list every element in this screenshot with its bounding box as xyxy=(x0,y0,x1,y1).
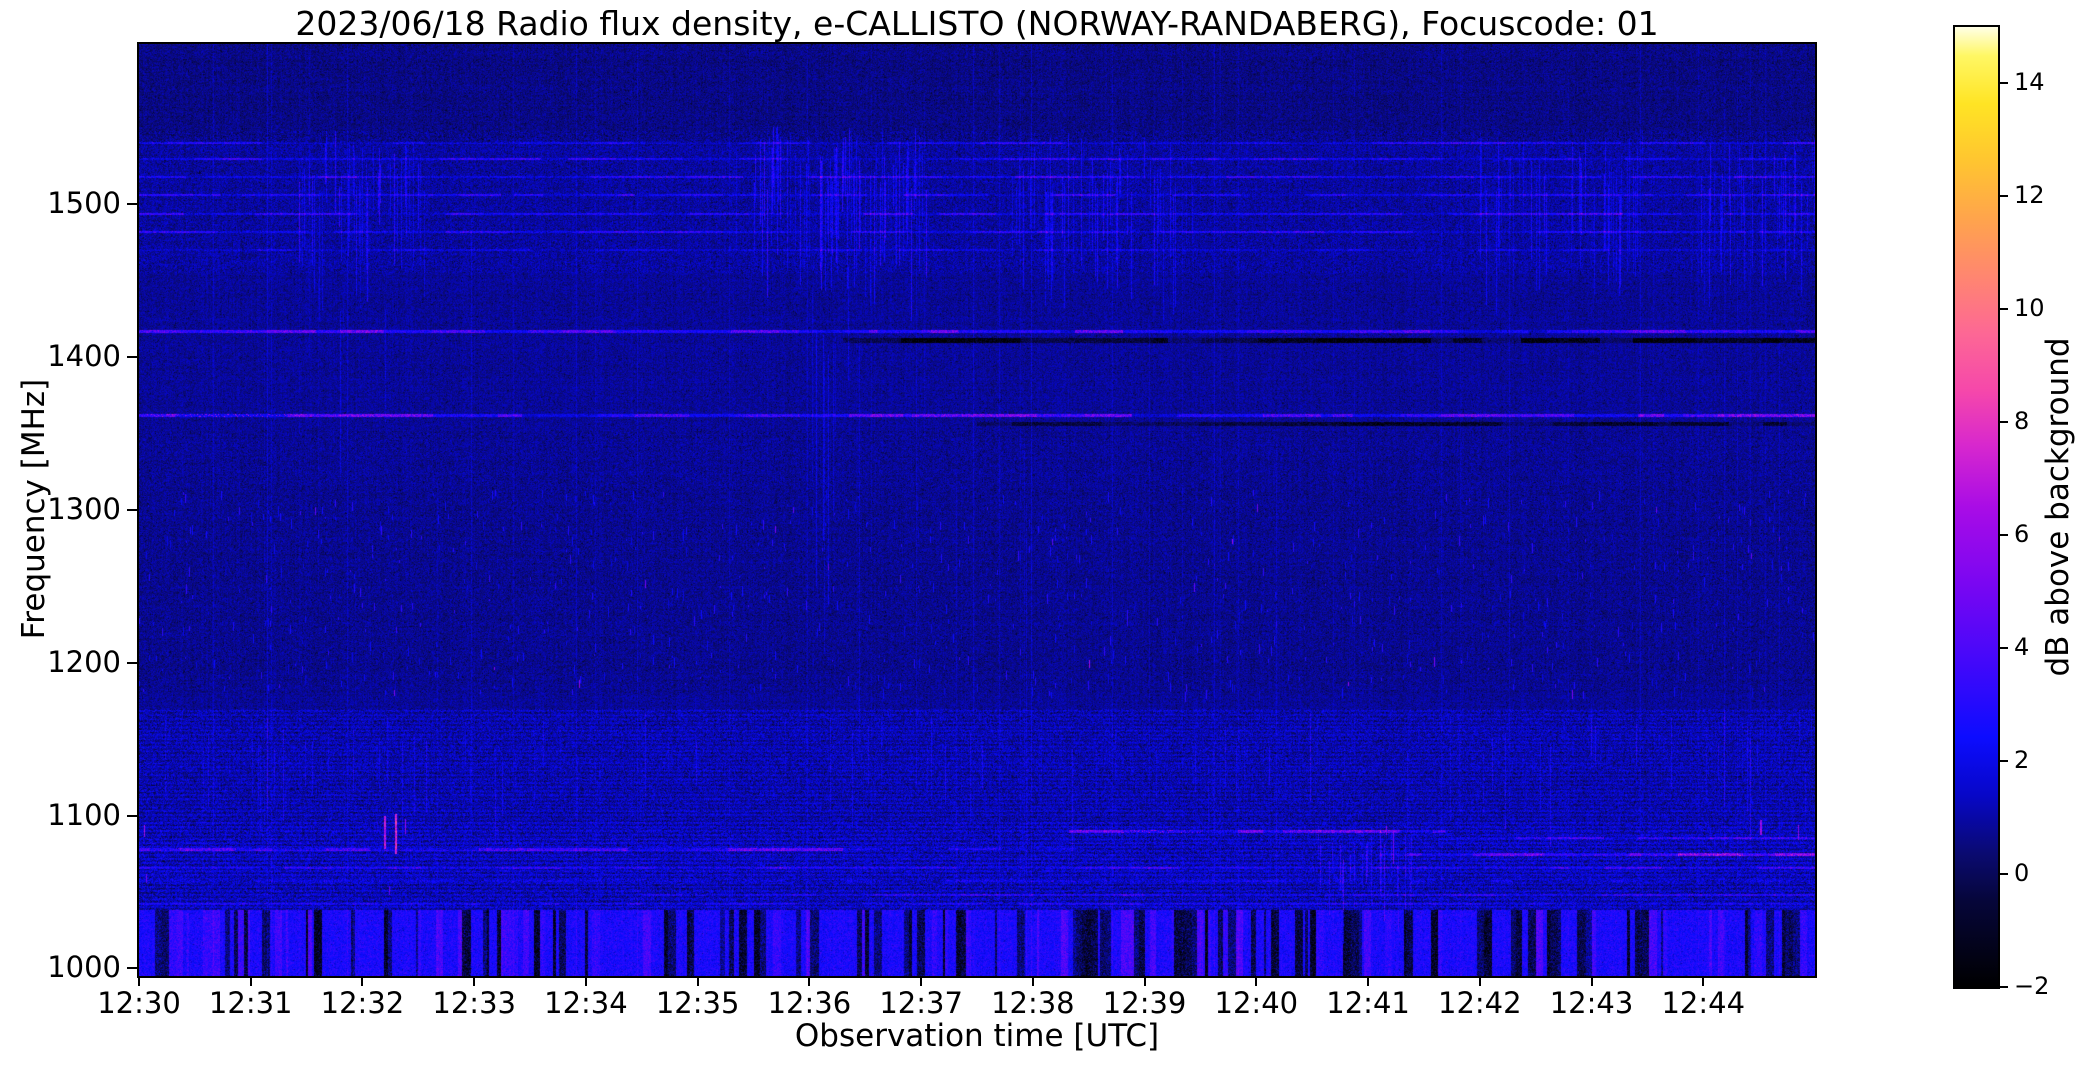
colorbar-tick-label: 10 xyxy=(2014,294,2045,323)
y-tick-mark xyxy=(127,203,137,206)
x-tick-label: 12:44 xyxy=(1661,986,1746,1020)
x-tick-label: 12:38 xyxy=(991,986,1075,1020)
y-axis-label: Frequency [MHz] xyxy=(16,378,52,640)
x-tick-mark xyxy=(808,976,811,986)
x-tick-mark xyxy=(361,976,364,986)
x-tick-label: 12:36 xyxy=(767,986,852,1020)
y-tick-label: 1100 xyxy=(47,797,121,832)
y-tick-label: 1400 xyxy=(47,339,121,374)
colorbar xyxy=(1953,25,2000,989)
spectrogram-canvas xyxy=(139,44,1815,976)
figure-title: 2023/06/18 Radio flux density, e-CALLIST… xyxy=(295,4,1659,43)
x-tick-label: 12:40 xyxy=(1214,986,1299,1020)
colorbar-gradient xyxy=(1955,27,1998,987)
y-tick-mark xyxy=(127,661,137,664)
colorbar-tick-mark xyxy=(2000,760,2008,763)
x-tick-label: 12:37 xyxy=(879,986,963,1020)
y-tick-label: 1300 xyxy=(47,492,121,526)
x-tick-mark xyxy=(1478,976,1481,986)
colorbar-tick-mark xyxy=(2000,195,2008,198)
x-tick-mark xyxy=(1143,976,1146,986)
x-tick-mark xyxy=(1031,976,1034,986)
colorbar-tick-label: −2 xyxy=(2014,972,2050,1000)
plot-area xyxy=(137,42,1817,978)
x-tick-label: 12:32 xyxy=(320,986,405,1020)
x-tick-mark xyxy=(696,976,699,986)
colorbar-tick-mark xyxy=(2000,82,2008,85)
x-tick-mark xyxy=(473,976,476,986)
colorbar-tick-label: 8 xyxy=(2014,407,2030,436)
x-tick-label: 12:41 xyxy=(1326,986,1410,1020)
y-tick-mark xyxy=(127,509,137,511)
colorbar-tick-label: 14 xyxy=(2014,68,2045,97)
y-tick-label: 1500 xyxy=(47,186,121,221)
colorbar-tick-label: 12 xyxy=(2014,181,2045,210)
x-tick-mark xyxy=(249,976,252,986)
x-tick-mark xyxy=(138,976,140,986)
x-tick-label: 12:35 xyxy=(655,986,740,1020)
y-tick-label: 1000 xyxy=(47,950,121,985)
colorbar-tick-mark xyxy=(2000,873,2008,876)
colorbar-tick-mark xyxy=(2000,308,2008,311)
colorbar-tick-label: 6 xyxy=(2014,520,2030,549)
x-tick-mark xyxy=(584,976,587,986)
colorbar-tick-label: 2 xyxy=(2014,746,2030,775)
x-tick-mark xyxy=(920,976,923,986)
x-tick-mark xyxy=(1367,976,1370,986)
x-tick-mark xyxy=(1255,976,1258,986)
y-tick-label: 1200 xyxy=(47,644,121,679)
x-tick-label: 12:43 xyxy=(1549,986,1634,1020)
colorbar-tick-mark xyxy=(2000,647,2008,650)
x-axis-label: Observation time [UTC] xyxy=(794,1018,1160,1054)
colorbar-label: dB above background xyxy=(2040,337,2076,677)
colorbar-tick-mark xyxy=(2000,421,2008,424)
colorbar-tick-label: 0 xyxy=(2014,859,2030,888)
x-tick-label: 12:31 xyxy=(208,986,293,1020)
x-tick-label: 12:39 xyxy=(1102,986,1187,1020)
y-tick-mark xyxy=(127,356,137,359)
x-tick-label: 12:42 xyxy=(1438,986,1522,1020)
y-tick-mark xyxy=(127,967,137,970)
x-tick-mark xyxy=(1702,976,1705,986)
colorbar-tick-mark xyxy=(2000,986,2008,988)
colorbar-tick-label: 4 xyxy=(2014,633,2030,662)
x-tick-mark xyxy=(1590,976,1593,986)
y-tick-mark xyxy=(127,814,137,817)
x-tick-label: 12:34 xyxy=(544,986,628,1020)
colorbar-tick-mark xyxy=(2000,534,2008,537)
x-tick-label: 12:33 xyxy=(432,986,516,1020)
x-tick-label: 12:30 xyxy=(97,986,181,1020)
